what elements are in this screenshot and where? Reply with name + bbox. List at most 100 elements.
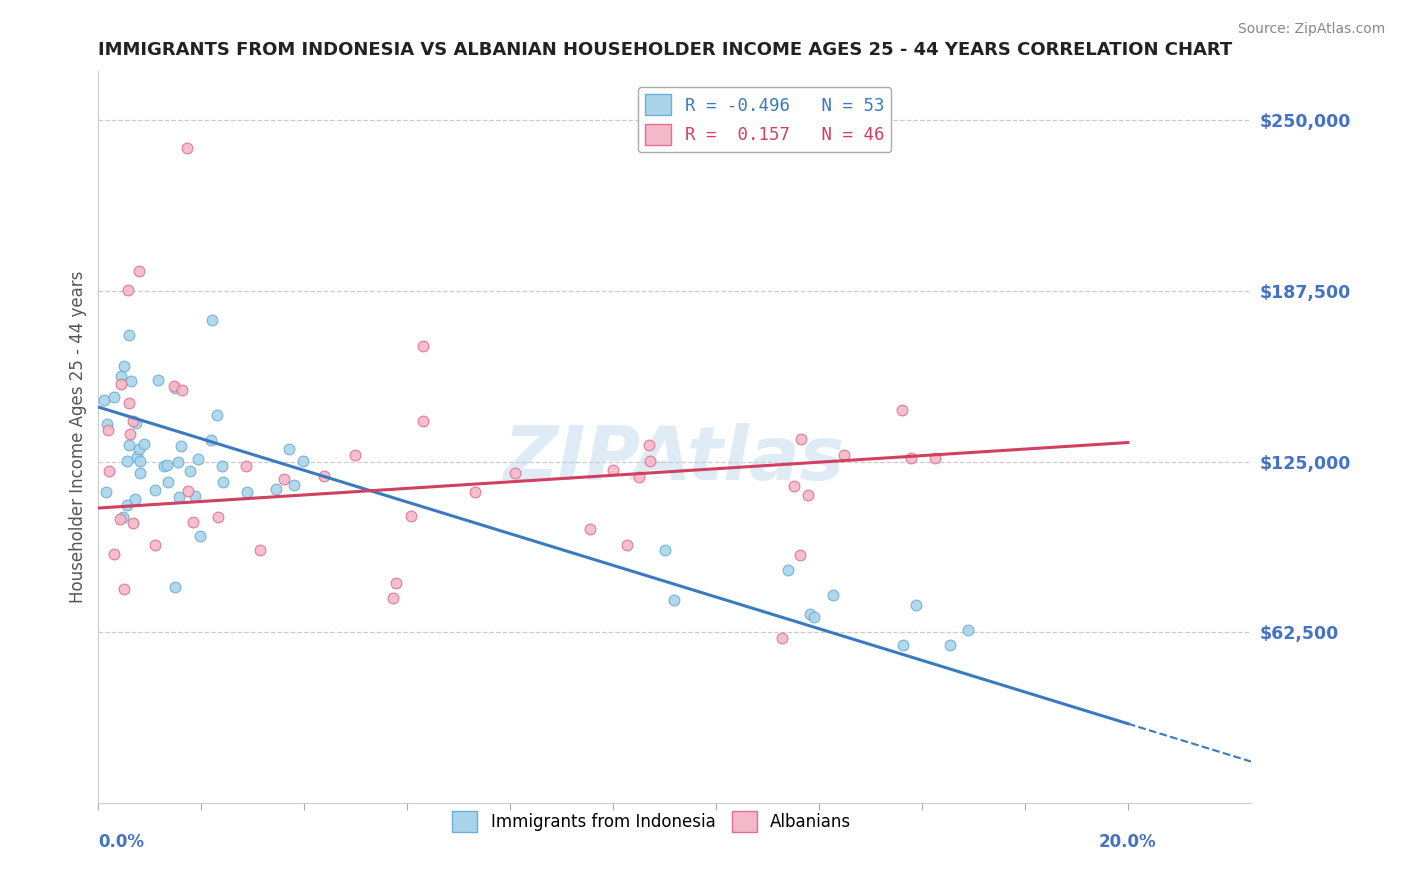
Point: [776, 564, 799, 578]
Point: [117, 283, 139, 297]
Point: [145, 538, 167, 552]
Point: [166, 455, 188, 469]
Point: [249, 543, 271, 558]
Point: [115, 498, 138, 512]
Point: [112, 582, 135, 596]
Point: [187, 452, 209, 467]
Point: [110, 368, 132, 383]
Point: [129, 466, 152, 480]
Point: [343, 448, 366, 462]
Point: [120, 426, 142, 441]
Point: [201, 313, 224, 327]
Point: [956, 624, 979, 638]
Point: [97, 464, 120, 478]
Point: [122, 414, 145, 428]
Point: [188, 529, 211, 543]
Point: [146, 373, 169, 387]
Point: [153, 459, 176, 474]
Point: [799, 607, 821, 621]
Point: [464, 485, 486, 500]
Point: [891, 638, 914, 652]
Point: [205, 408, 228, 422]
Point: [662, 593, 685, 607]
Text: 20.0%: 20.0%: [1099, 833, 1157, 851]
Point: [156, 458, 179, 472]
Point: [381, 591, 404, 606]
Point: [163, 381, 186, 395]
Point: [273, 472, 295, 486]
Point: [156, 475, 179, 489]
Point: [172, 384, 194, 398]
Point: [796, 488, 818, 502]
Text: 0.0%: 0.0%: [98, 833, 145, 851]
Point: [97, 423, 120, 437]
Point: [904, 598, 927, 612]
Point: [170, 438, 193, 452]
Point: [177, 483, 200, 498]
Text: IMMIGRANTS FROM INDONESIA VS ALBANIAN HOUSEHOLDER INCOME AGES 25 - 44 YEARS CORR: IMMIGRANTS FROM INDONESIA VS ALBANIAN HO…: [98, 41, 1233, 59]
Point: [638, 438, 661, 452]
Point: [616, 538, 638, 552]
Point: [579, 522, 602, 536]
Point: [115, 454, 138, 468]
Legend: Immigrants from Indonesia, Albanians: Immigrants from Indonesia, Albanians: [446, 805, 858, 838]
Point: [120, 375, 142, 389]
Point: [278, 442, 301, 456]
Point: [143, 483, 166, 497]
Point: [118, 395, 141, 409]
Point: [176, 141, 198, 155]
Point: [108, 511, 131, 525]
Point: [638, 454, 661, 468]
Point: [200, 433, 222, 447]
Point: [122, 516, 145, 530]
Point: [132, 437, 155, 451]
Point: [503, 466, 526, 480]
Point: [211, 458, 233, 473]
Point: [890, 403, 912, 417]
Point: [103, 547, 125, 561]
Point: [412, 339, 434, 353]
Point: [385, 575, 408, 590]
Point: [165, 580, 187, 594]
Point: [129, 454, 152, 468]
Point: [938, 638, 960, 652]
Point: [266, 483, 288, 497]
Point: [628, 470, 651, 484]
Point: [93, 393, 115, 408]
Point: [789, 548, 811, 562]
Point: [834, 448, 856, 462]
Point: [399, 509, 422, 524]
Point: [823, 588, 845, 602]
Point: [803, 610, 825, 624]
Y-axis label: Householder Income Ages 25 - 44 years: Householder Income Ages 25 - 44 years: [69, 271, 87, 603]
Point: [96, 485, 118, 500]
Text: ZIPAtlas: ZIPAtlas: [505, 423, 845, 496]
Point: [236, 484, 259, 499]
Point: [96, 417, 118, 431]
Point: [770, 632, 793, 646]
Point: [181, 515, 204, 529]
Point: [167, 490, 190, 504]
Point: [118, 328, 141, 343]
Point: [128, 442, 150, 456]
Point: [112, 359, 135, 373]
Point: [110, 376, 132, 391]
Text: Source: ZipAtlas.com: Source: ZipAtlas.com: [1237, 22, 1385, 37]
Point: [211, 475, 233, 489]
Point: [127, 450, 149, 464]
Point: [924, 450, 946, 465]
Point: [783, 479, 806, 493]
Point: [235, 458, 257, 473]
Point: [292, 454, 315, 468]
Point: [412, 414, 434, 428]
Point: [654, 542, 676, 557]
Point: [103, 391, 125, 405]
Point: [602, 463, 624, 477]
Point: [790, 432, 813, 446]
Point: [179, 464, 201, 478]
Point: [124, 491, 146, 506]
Point: [118, 438, 141, 452]
Point: [163, 378, 186, 392]
Point: [314, 469, 336, 483]
Point: [207, 510, 229, 524]
